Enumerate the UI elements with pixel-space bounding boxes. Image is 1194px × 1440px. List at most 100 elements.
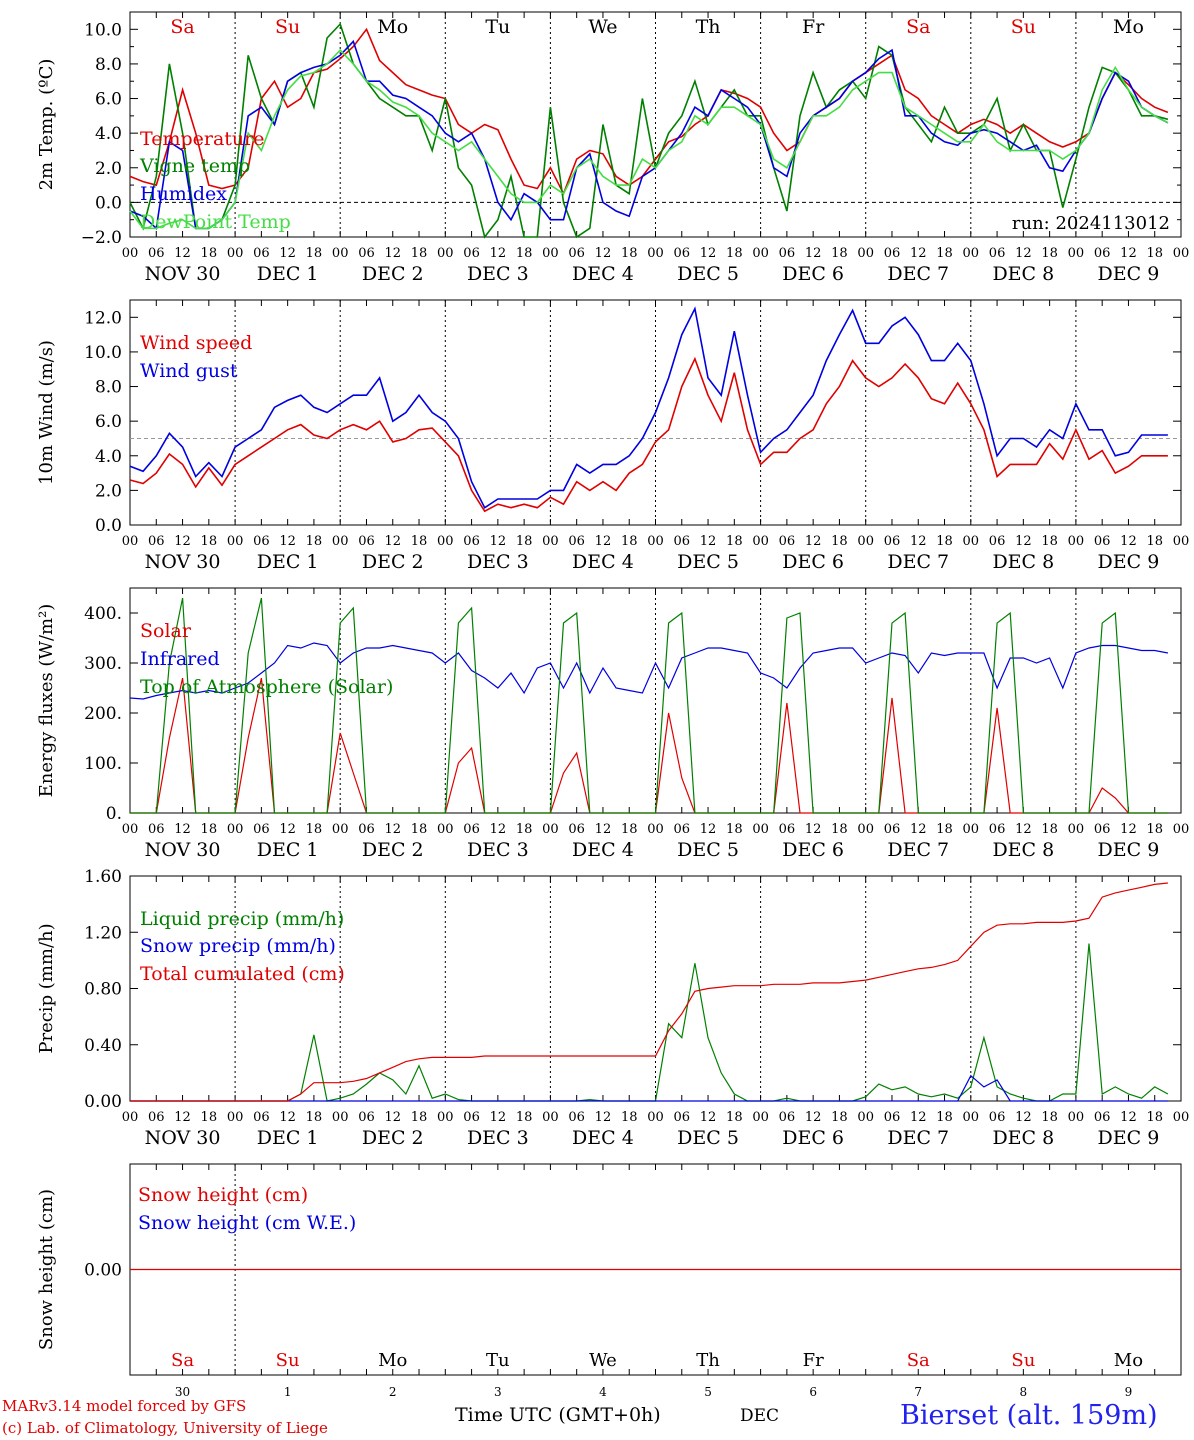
y-tick-label: 10.0	[84, 343, 122, 363]
day-number-label: 30	[175, 1385, 190, 1399]
hour-tick-label: 18	[1041, 246, 1058, 261]
hour-tick-label: 06	[568, 534, 585, 549]
day-label: DEC 4	[572, 1127, 634, 1149]
hour-tick-label: 12	[805, 822, 822, 837]
series-line-2	[130, 1074, 1168, 1102]
hour-tick-label: 00	[1173, 534, 1190, 549]
hour-tick-label: 12	[910, 246, 927, 261]
legend-entry: Infrared	[140, 648, 220, 670]
hour-tick-label: 06	[253, 1110, 270, 1125]
hour-tick-label: 12	[279, 534, 296, 549]
day-label: DEC 7	[887, 263, 949, 285]
day-label: DEC 9	[1098, 839, 1160, 861]
hour-tick-label: 12	[805, 534, 822, 549]
weekday-label-top: Su	[1011, 16, 1036, 38]
panel-temp: −2.0 0.0 2.0 4.0 6.0 8.0 10.0 2m Temp. (ºC) Temp…	[36, 11, 1190, 285]
y-tick-label: 1.20	[84, 923, 122, 943]
day-label: DEC 4	[572, 839, 634, 861]
hour-tick-label: 12	[595, 822, 612, 837]
hour-tick-label: 06	[148, 534, 165, 549]
series-line-3	[130, 597, 1168, 814]
day-label: DEC 5	[677, 551, 739, 573]
hour-tick-label: 18	[936, 822, 953, 837]
hour-tick-label: 12	[279, 822, 296, 837]
y-axis-label: 10m Wind (m/s)	[36, 340, 57, 485]
hour-tick-label: 00	[542, 534, 559, 549]
hour-tick-label: 06	[568, 1110, 585, 1125]
hour-tick-label: 06	[674, 534, 691, 549]
day-number-label: 7	[914, 1385, 922, 1399]
hour-tick-label: 18	[516, 1110, 533, 1125]
hour-tick-label: 12	[384, 822, 401, 837]
y-tick-label: −2.0	[81, 228, 122, 248]
hour-tick-label: 12	[490, 534, 507, 549]
hour-tick-label: 18	[306, 1110, 323, 1125]
day-label: DEC 7	[887, 1127, 949, 1149]
y-tick-label: 0.	[106, 804, 122, 824]
hour-tick-label: 00	[227, 246, 244, 261]
hour-tick-label: 00	[227, 1110, 244, 1125]
hour-tick-label: 00	[1068, 822, 1085, 837]
hour-tick-label: 00	[857, 822, 874, 837]
y-tick-label: 0.40	[84, 1036, 122, 1056]
y-tick-label: 8.0	[95, 55, 122, 75]
weekday-label-bottom: Su	[276, 1350, 300, 1371]
day-label: DEC 8	[992, 551, 1054, 573]
hour-tick-label: 12	[910, 534, 927, 549]
station-label: Bierset (alt. 159m)	[900, 1400, 1158, 1431]
hour-tick-label: 12	[1015, 534, 1032, 549]
meteogram: −2.0 0.0 2.0 4.0 6.0 8.0 10.0 2m Temp. (ºC) Temp…	[36, 11, 1190, 1376]
hour-tick-label: 12	[700, 822, 717, 837]
panel-snow: 0.00 Snow height (cm) Snow height (cm) Snow…	[36, 1163, 1182, 1376]
hour-tick-label: 06	[1094, 1110, 1111, 1125]
hour-tick-label: 12	[805, 1110, 822, 1125]
hour-tick-label: 06	[568, 246, 585, 261]
hour-tick-label: 00	[752, 1110, 769, 1125]
hour-tick-label: 00	[1173, 822, 1190, 837]
hour-tick-label: 18	[306, 246, 323, 261]
month-label: DEC	[740, 1406, 780, 1426]
hour-tick-label: 12	[279, 1110, 296, 1125]
hour-tick-label: 18	[1146, 1110, 1163, 1125]
day-number-label: 3	[494, 1385, 502, 1399]
hour-tick-label: 18	[1146, 822, 1163, 837]
legend-entry: DewPoint Temp	[140, 211, 291, 233]
hour-tick-label: 18	[831, 1110, 848, 1125]
weekday-label-top: Th	[696, 16, 721, 38]
copyright-credit: (c) Lab. of Climatology, University of L…	[2, 1419, 328, 1437]
hour-tick-label: 18	[1146, 534, 1163, 549]
hour-tick-label: 00	[1173, 246, 1190, 261]
hour-tick-label: 06	[779, 1110, 796, 1125]
hour-tick-label: 00	[752, 534, 769, 549]
legend-entry: Wind speed	[140, 332, 252, 354]
hour-tick-label: 00	[437, 1110, 454, 1125]
hour-tick-label: 00	[647, 1110, 664, 1125]
hour-tick-label: 06	[989, 534, 1006, 549]
hour-tick-label: 00	[1068, 246, 1085, 261]
day-label: DEC 1	[257, 263, 319, 285]
hour-tick-label: 06	[358, 246, 375, 261]
day-label: NOV 30	[145, 1127, 221, 1149]
weekday-label-top: Sa	[170, 16, 194, 38]
day-label: DEC 9	[1098, 1127, 1160, 1149]
hour-tick-label: 12	[490, 246, 507, 261]
hour-tick-label: 06	[674, 246, 691, 261]
day-label: DEC 6	[782, 551, 844, 573]
hour-tick-label: 06	[674, 822, 691, 837]
day-label: DEC 1	[257, 839, 319, 861]
hour-tick-label: 12	[700, 534, 717, 549]
series-line-1	[129, 27, 1169, 196]
hour-tick-label: 18	[1041, 822, 1058, 837]
hour-tick-label: 18	[621, 534, 638, 549]
hour-tick-label: 00	[332, 1110, 349, 1125]
day-number-label: 5	[704, 1385, 712, 1399]
hour-tick-label: 12	[174, 822, 191, 837]
weekday-label-top: Sa	[906, 16, 930, 38]
hour-tick-label: 00	[332, 246, 349, 261]
hour-tick-label: 06	[1094, 246, 1111, 261]
panel-flux: 0. 100. 200. 300. 400. Energy fluxes (W/m²) So…	[36, 587, 1190, 861]
panel-precip: 0.00 0.40 0.80 1.20 1.60 Precip (mm/h) Liquid …	[36, 867, 1189, 1149]
day-label: DEC 9	[1098, 263, 1160, 285]
hour-tick-label: 18	[726, 822, 743, 837]
hour-tick-label: 00	[542, 1110, 559, 1125]
